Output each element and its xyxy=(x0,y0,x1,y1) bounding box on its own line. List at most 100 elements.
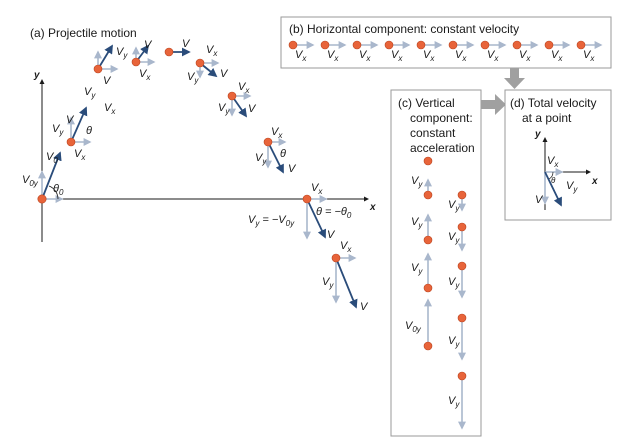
flow-arrow-c-to-d xyxy=(481,94,506,115)
horizontal-point: Vx xyxy=(512,40,539,63)
horizontal-point: Vx xyxy=(480,40,507,63)
horizontal-point: Vx xyxy=(544,40,571,63)
panel-b-title: (b) Horizontal component: constant veloc… xyxy=(289,22,519,36)
ball xyxy=(227,91,237,101)
ball xyxy=(448,40,458,50)
total-velocity-arrow xyxy=(544,171,562,207)
velocity-arrow xyxy=(70,106,88,143)
launch-angle-arc xyxy=(48,185,59,200)
velocity-arrow xyxy=(335,257,358,309)
vy-label: Vy xyxy=(411,175,423,189)
trajectory-point-5: Vx Vy V xyxy=(187,44,229,85)
horizontal-point: Vx xyxy=(288,40,315,63)
panel-d-total-velocity: (d) Total velocity at a point y x Vx θ V… xyxy=(504,89,612,221)
ball xyxy=(416,40,426,50)
vy-label: Vy xyxy=(255,152,267,166)
flow-arrow-b-to-d xyxy=(504,68,525,89)
v-label: V xyxy=(220,68,229,80)
vy-label: Vy xyxy=(84,86,96,100)
vx-label: Vx xyxy=(104,102,116,116)
panel-a-y-axis-label: y xyxy=(33,70,40,81)
ball xyxy=(93,64,103,74)
ball xyxy=(457,313,467,323)
vx-label: Vx xyxy=(583,49,595,63)
rising-point-top xyxy=(423,156,433,166)
panel-c-frame xyxy=(390,89,482,437)
horizontal-point: Vx xyxy=(576,40,603,63)
vy-label: Vy xyxy=(448,395,460,409)
vx-label: Vx xyxy=(519,49,531,63)
ball xyxy=(480,40,490,50)
vy-label: Vy xyxy=(52,123,64,137)
v-label: V xyxy=(103,75,112,87)
ball xyxy=(423,235,433,245)
vx-label: Vx xyxy=(455,49,467,63)
v-label: V xyxy=(360,301,369,313)
v0-velocity-arrow xyxy=(41,151,62,200)
ball xyxy=(66,137,76,147)
trajectory-point-landing: Vx θ = −θ0 Vy = −V0y V xyxy=(248,182,352,241)
ball xyxy=(423,156,433,166)
vy-label: Vy xyxy=(116,46,128,60)
trajectory-point-apex: V xyxy=(164,38,191,57)
ball xyxy=(544,40,554,50)
panel-a-x-axis-label: x xyxy=(369,202,376,213)
vx-label: Vx xyxy=(311,182,323,196)
trajectory-point-9: Vx Vy V xyxy=(322,240,369,313)
panel-d-title: (d) Total velocity at a point xyxy=(510,96,600,125)
vx-label: Vx xyxy=(271,126,283,140)
horizontal-point: Vx xyxy=(352,40,379,63)
landing-angle-label: θ = −θ0 xyxy=(316,206,352,220)
panel-d-x-axis-label: x xyxy=(591,176,598,187)
trajectory-point-7: Vx Vy θ V xyxy=(255,126,297,175)
vertical-falling-column: Vy Vy Vy Vy Vy xyxy=(448,190,467,430)
vy-label: Vy xyxy=(448,276,460,290)
vx-label: Vx xyxy=(547,155,559,169)
vx-label: Vx xyxy=(295,49,307,63)
vx-label: Vx xyxy=(327,49,339,63)
trajectory-point-3: Vy V Vx xyxy=(116,39,156,82)
v-label: V xyxy=(144,39,153,51)
vx-label: Vx xyxy=(238,81,250,95)
vy-label: Vy xyxy=(448,199,460,213)
vy-label: Vy xyxy=(411,216,423,230)
vy-label: Vy xyxy=(322,276,334,290)
v-label: V xyxy=(327,229,336,241)
velocity-arrow xyxy=(97,44,113,70)
panel-c-vertical-component: (c) Vertical component: constant acceler… xyxy=(390,89,482,437)
theta-label: θ xyxy=(86,125,92,137)
velocity-arrow xyxy=(306,198,326,239)
ball xyxy=(457,261,467,271)
panel-a-title: (a) Projectile motion xyxy=(30,26,137,40)
vy-label: Vy xyxy=(448,231,460,245)
v-label: V xyxy=(182,38,191,50)
ball xyxy=(288,40,298,50)
vx-label: Vx xyxy=(139,68,151,82)
vx-label: Vx xyxy=(74,148,86,162)
v-label: V xyxy=(535,194,544,206)
vy-label: Vy xyxy=(218,102,230,116)
falling-point-1: Vy xyxy=(448,190,467,213)
horizontal-point: Vx xyxy=(416,40,443,63)
vx-label: Vx xyxy=(551,49,563,63)
horizontal-point: Vx xyxy=(384,40,411,63)
ball xyxy=(37,194,47,204)
vertical-rising-column: Vy Vy Vy V0y xyxy=(405,156,433,351)
ball xyxy=(576,40,586,50)
vx-label: Vx xyxy=(391,49,403,63)
horizontal-point: Vx xyxy=(448,40,475,63)
ball xyxy=(263,137,273,147)
ball xyxy=(423,341,433,351)
ball xyxy=(352,40,362,50)
ball xyxy=(457,222,467,232)
v-label: V xyxy=(248,103,257,115)
vy-label: Vy xyxy=(187,71,199,85)
ball xyxy=(457,371,467,381)
falling-point-3: Vy xyxy=(448,261,467,299)
vy-label: Vy xyxy=(566,180,578,194)
landing-vy-label: Vy = −V0y xyxy=(248,214,295,228)
vx-label: Vx xyxy=(423,49,435,63)
panel-b-frame xyxy=(280,16,612,69)
panel-c-title: (c) Vertical component: constant acceler… xyxy=(398,96,476,155)
